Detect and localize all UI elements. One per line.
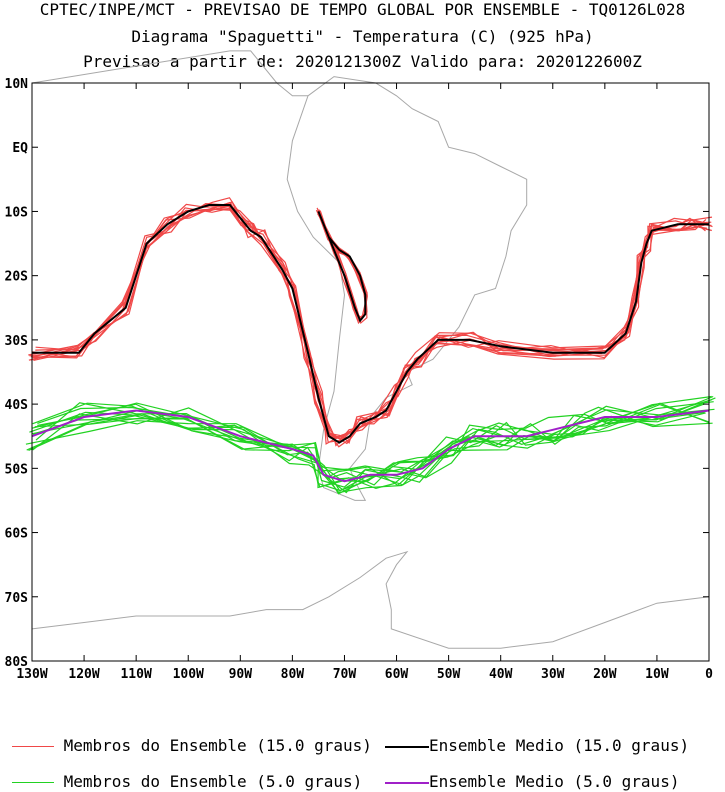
member15-line xyxy=(35,203,706,445)
x-tick-label: 60W xyxy=(385,667,409,682)
chart-title-line2: Diagrama "Spaguetti" - Temperatura (C) (… xyxy=(131,27,594,46)
x-tick-label: 70W xyxy=(333,667,357,682)
x-tick-label: 10W xyxy=(645,667,669,682)
mean5-line xyxy=(31,409,710,483)
mean15-andes-line xyxy=(317,211,367,323)
x-tick-label: 110W xyxy=(120,667,151,682)
y-tick-label: EQ xyxy=(12,141,28,156)
mean15-line xyxy=(32,204,709,444)
y-tick-label: 80S xyxy=(5,655,29,670)
x-tick-label: 100W xyxy=(173,667,204,682)
y-tick-label: 30S xyxy=(5,334,29,349)
mean-series xyxy=(31,204,710,483)
axis-ticks: 130W 120W 110W 100W 90W 80W 70W 60W 50W 40W 30W 20W… xyxy=(5,77,714,682)
legend-mean5-label: Ensemble Medio (5.0 graus) xyxy=(429,772,680,791)
x-tick-label: 90W xyxy=(229,667,253,682)
y-tick-label: 60S xyxy=(5,527,29,542)
member15-line xyxy=(28,204,709,440)
x-tick-label: 0 xyxy=(705,667,713,682)
member15-andes-line xyxy=(315,209,368,320)
member15-line xyxy=(29,197,709,439)
y-tick-label: 10N xyxy=(5,77,29,92)
member5-line xyxy=(26,395,714,489)
legend-member15-swatch xyxy=(12,746,54,747)
legend-member5-label: Membros do Ensemble (5.0 graus) xyxy=(63,772,363,791)
x-tick-label: 50W xyxy=(437,667,461,682)
y-tick-label: 20S xyxy=(5,270,29,285)
x-tick-label: 80W xyxy=(281,667,305,682)
legend-mean5: Ensemble Medio (5.0 graus) xyxy=(385,772,679,792)
legend-mean15: Ensemble Medio (15.0 graus) xyxy=(385,736,689,756)
legend-member15: Membros do Ensemble (15.0 graus) xyxy=(12,736,372,756)
legend-member15-label: Membros do Ensemble (15.0 graus) xyxy=(63,736,372,755)
member15-line xyxy=(30,202,707,439)
x-tick-label: 130W xyxy=(16,667,47,682)
legend-member5-swatch xyxy=(12,782,54,783)
legend-mean5-swatch xyxy=(385,781,429,784)
legend-mean15-swatch xyxy=(385,745,429,748)
plot-frame xyxy=(31,82,710,662)
y-tick-label: 40S xyxy=(5,398,29,413)
x-tick-label: 30W xyxy=(541,667,565,682)
member5-line xyxy=(32,411,705,477)
member5-line xyxy=(32,407,707,494)
member15-series xyxy=(28,197,713,448)
member15-line xyxy=(30,207,707,440)
member15-line xyxy=(32,205,713,447)
member5-line xyxy=(37,402,709,486)
chart-title-line1: CPTEC/INPE/MCT - PREVISAO DE TEMPO GLOBA… xyxy=(39,0,686,19)
x-tick-label: 120W xyxy=(68,667,99,682)
y-tick-label: 50S xyxy=(5,462,29,477)
legend-mean15-label: Ensemble Medio (15.0 graus) xyxy=(429,736,690,755)
chart-title-line3: Previsao a partir de: 2020121300Z Valido… xyxy=(83,52,642,71)
member5-line xyxy=(32,395,712,486)
central-america-coast xyxy=(31,50,308,97)
legend-member5: Membros do Ensemble (5.0 graus) xyxy=(12,772,362,792)
y-tick-label: 70S xyxy=(5,591,29,606)
x-tick-label: 40W xyxy=(489,667,513,682)
member15-andes-line xyxy=(318,209,368,319)
y-tick-label: 10S xyxy=(5,205,29,220)
antarctica-coast xyxy=(31,550,710,649)
x-tick-label: 20W xyxy=(593,667,617,682)
